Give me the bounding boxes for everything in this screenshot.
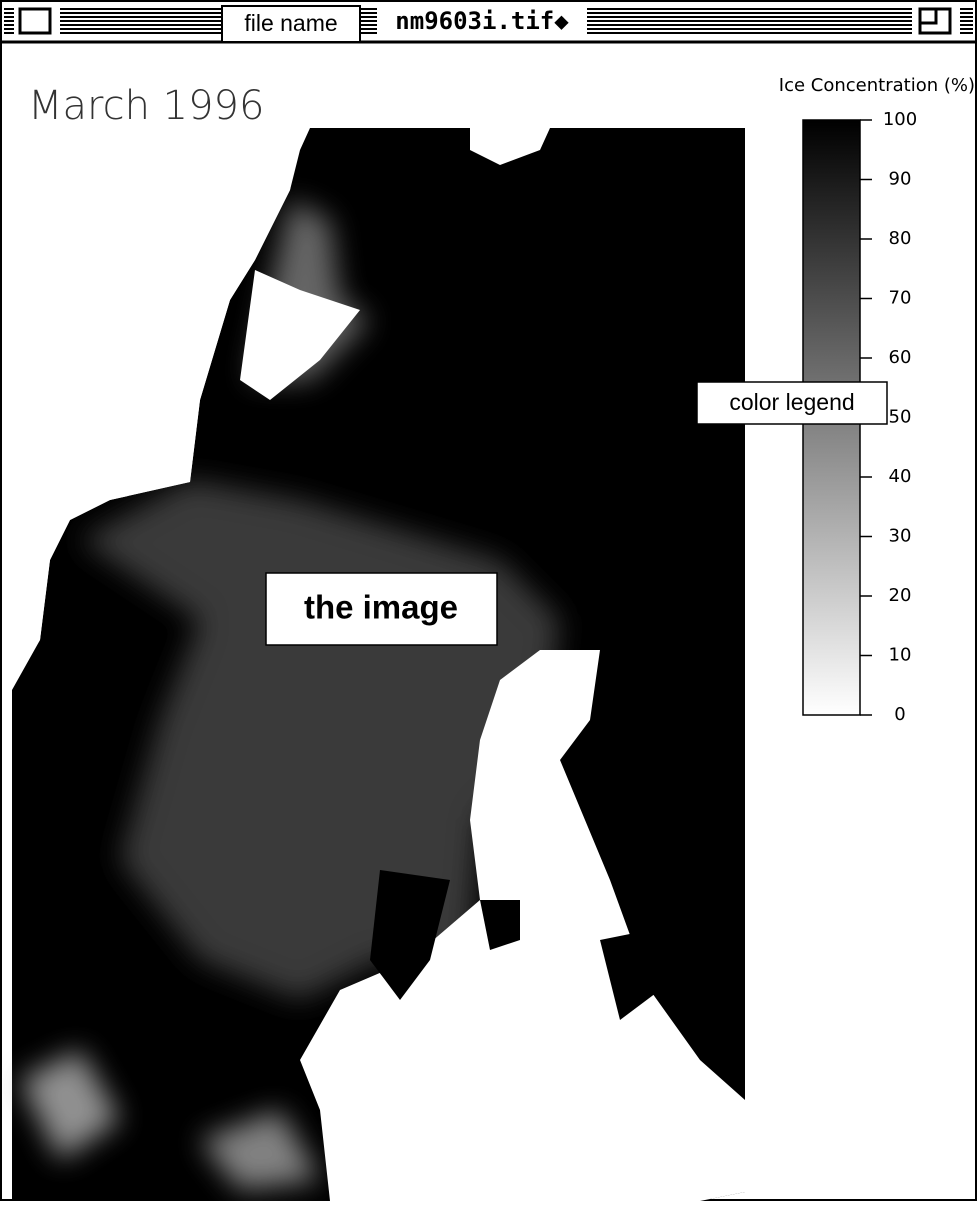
legend-tick-label: 60 (889, 347, 912, 368)
legend-tick-label: 0 (894, 704, 905, 725)
legend-tick-label: 70 (889, 288, 912, 309)
legend-title: Ice Concentration (%) (779, 75, 975, 96)
file-name-callout-text: file name (244, 10, 337, 36)
legend-tick-label: 40 (889, 466, 912, 487)
legend-tick-label: 10 (889, 645, 912, 666)
window-title: nm9603i.tif◆ (395, 7, 569, 35)
legend-tick-label: 30 (889, 526, 912, 547)
window: nm9603i.tif◆ file name March 1996 Ice Co… (0, 0, 977, 1201)
legend-tick-label: 50 (889, 407, 912, 428)
page: nm9603i.tif◆ file name March 1996 Ice Co… (0, 0, 977, 1201)
map-image (12, 128, 745, 1201)
legend-tick-label: 90 (889, 169, 912, 190)
legend-tick-label: 20 (889, 585, 912, 606)
legend-tick-label: 100 (883, 109, 917, 130)
color-legend-callout-text: color legend (729, 389, 854, 415)
the-image-callout-text: the image (304, 589, 458, 626)
close-box[interactable] (20, 9, 50, 33)
image-label: March 1996 (28, 83, 264, 129)
legend-tick-label: 80 (889, 228, 912, 249)
